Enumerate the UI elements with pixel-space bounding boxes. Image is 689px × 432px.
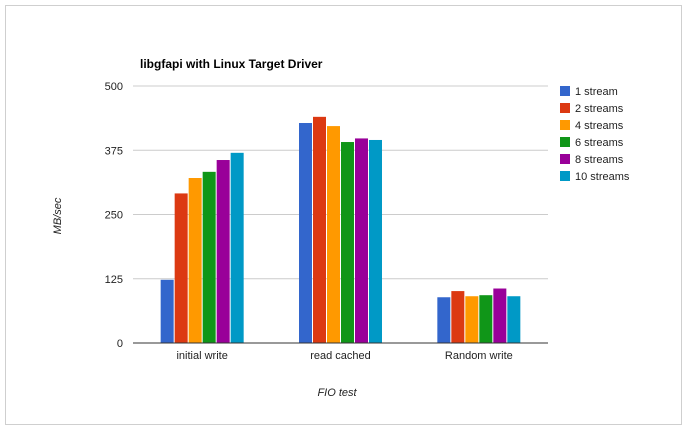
x-tick-label: read cached [310, 350, 371, 362]
bar-1-6 [230, 152, 244, 343]
y-tick-label: 125 [105, 274, 123, 286]
legend-label: 6 streams [575, 137, 624, 149]
legend-swatch [560, 103, 570, 113]
chart-gridlines [133, 85, 548, 280]
x-axis-ticks: initial write read cached Random write [176, 350, 512, 362]
bar-3-1 [437, 297, 451, 343]
bar-3-3 [465, 296, 479, 343]
chart-legend: 1 stream 2 streams 4 streams 6 streams 8 str… [560, 86, 630, 183]
legend-swatch [560, 171, 570, 181]
legend-label: 2 streams [575, 103, 624, 115]
bar-2-3 [327, 126, 340, 343]
legend-swatch [560, 86, 570, 96]
x-tick-label: Random write [445, 350, 513, 362]
bar-1-5 [216, 160, 230, 343]
bar-2-1 [299, 123, 312, 344]
y-tick-label: 0 [117, 338, 123, 350]
bar-1-4 [202, 171, 216, 343]
y-axis-ticks: 0 125 250 375 500 [105, 81, 123, 350]
y-tick-label: 375 [105, 145, 123, 157]
legend-swatch [560, 154, 570, 164]
legend-swatch [560, 137, 570, 147]
bar-2-6 [369, 139, 382, 343]
legend-label: 10 streams [575, 171, 630, 183]
y-axis-label: MB/sec [52, 197, 64, 234]
bar-2-5 [355, 138, 368, 343]
bar-3-6 [507, 296, 521, 343]
bar-3-2 [451, 291, 465, 343]
bar-3-4 [479, 295, 493, 343]
y-tick-label: 250 [105, 210, 123, 222]
legend-label: 1 stream [575, 86, 618, 98]
legend-label: 4 streams [575, 120, 624, 132]
x-axis-label: FIO test [317, 387, 357, 399]
chart-title: libgfapi with Linux Target Driver [140, 57, 323, 71]
legend-label: 8 streams [575, 154, 624, 166]
chart-bars [160, 116, 521, 344]
bar-1-2 [174, 193, 188, 343]
bar-1-1 [160, 279, 174, 343]
bar-2-4 [341, 142, 354, 343]
legend-swatch [560, 120, 570, 130]
y-tick-label: 500 [105, 81, 123, 93]
bar-1-3 [188, 178, 202, 343]
bar-2-2 [313, 116, 326, 343]
bar-3-5 [493, 288, 507, 343]
x-tick-label: initial write [176, 350, 227, 362]
